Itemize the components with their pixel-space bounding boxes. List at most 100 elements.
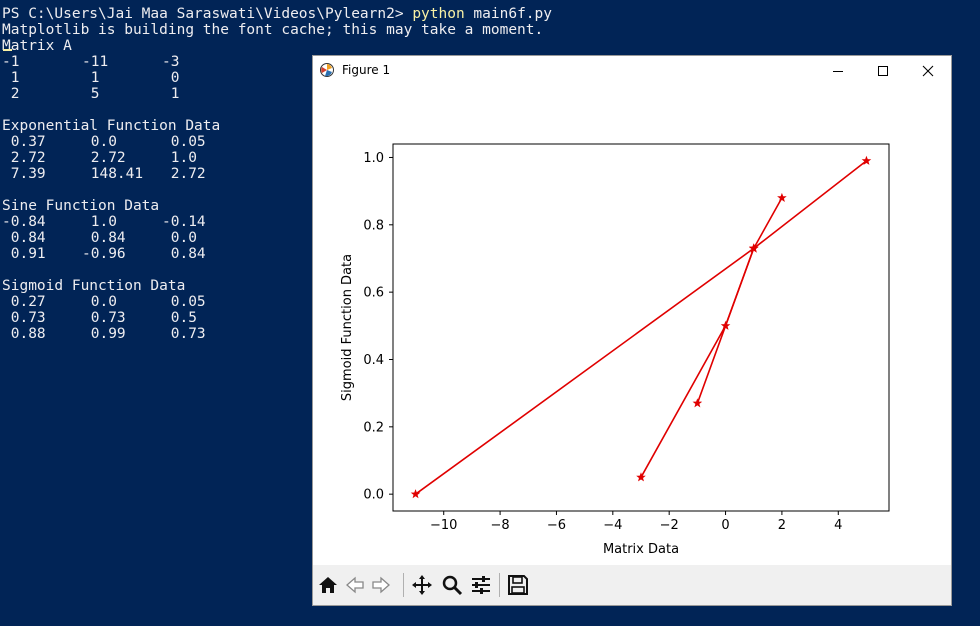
toolbar-separator	[403, 573, 404, 597]
matrix-a-cell: 0	[162, 70, 180, 86]
home-icon	[319, 577, 337, 593]
data-point-star	[720, 320, 731, 330]
sigmoid-row: 0.88 0.99 0.73	[0, 326, 980, 342]
x-tick-label: 4	[834, 518, 842, 533]
matrix-a-row: 1 1 0	[0, 70, 980, 86]
sigmoid-cell: 0.73	[162, 326, 206, 342]
y-tick-label: 0.0	[363, 488, 384, 503]
exp-cell: 0.0	[82, 134, 117, 150]
exp-row: 0.37 0.0 0.05	[0, 134, 980, 150]
command-arg-text: main6f.py	[464, 6, 553, 22]
y-tick-label: 0.4	[363, 353, 384, 368]
exp-cell: 2.72	[82, 150, 126, 166]
sine-cell: 0.84	[82, 230, 126, 246]
minimize-button[interactable]	[815, 56, 861, 85]
save-icon	[508, 575, 528, 595]
data-point-star	[748, 243, 759, 253]
close-button[interactable]	[905, 56, 951, 85]
sine-cell: 0.84	[162, 246, 206, 262]
sine-cell: -0.84	[2, 214, 46, 230]
x-tick-label: −10	[430, 518, 457, 533]
y-axis-label: Sigmoid Function Data	[340, 254, 355, 401]
navigation-toolbar	[313, 565, 951, 605]
data-point-star	[636, 472, 646, 482]
configure-button[interactable]	[469, 573, 493, 597]
sigmoid-cell: 0.0	[82, 294, 117, 310]
data-point-star	[777, 192, 787, 202]
x-tick-label: −2	[660, 518, 679, 533]
toolbar-separator	[499, 573, 500, 597]
save-button[interactable]	[506, 573, 530, 597]
sigmoid-cell: 0.27	[2, 294, 46, 310]
sine-title: Sine Function Data	[2, 198, 160, 214]
sigmoid-cell: 0.5	[162, 310, 197, 326]
sigmoid-title: Sigmoid Function Data	[2, 278, 186, 294]
matrix-a-cell: 2	[2, 86, 20, 102]
text-cursor	[3, 49, 12, 51]
sine-row: 0.91 -0.96 0.84	[0, 246, 980, 262]
exp-cell: 2.72	[162, 166, 206, 182]
y-tick-label: 0.2	[363, 420, 384, 435]
zoom-button[interactable]	[440, 573, 464, 597]
forward-button[interactable]	[369, 573, 393, 597]
exp-row: 2.72 2.72 1.0	[0, 150, 980, 166]
matrix-a-cell: -1	[2, 54, 20, 70]
home-button[interactable]	[316, 573, 340, 597]
exp-cell: 148.41	[82, 166, 144, 182]
plot-canvas[interactable]: −10 −8 −6 −4 −2 0 2 4 0.0 0.2 0.4 0.6 0.8 1.0 Matrix D…	[313, 85, 951, 565]
sine-cell: -0.96	[82, 246, 126, 262]
data-point-star	[692, 398, 703, 408]
matrix-a-row: -1 -11 -3	[0, 54, 980, 70]
exp-title: Exponential Function Data	[2, 118, 221, 134]
sine-cell: 0.91	[2, 246, 46, 262]
forward-icon	[372, 576, 390, 594]
sigmoid-cell: 0.88	[2, 326, 46, 342]
minimize-icon	[833, 70, 843, 72]
sine-cell: 0.0	[162, 230, 197, 246]
sine-cell: 0.84	[2, 230, 46, 246]
maximize-icon	[878, 65, 888, 76]
x-tick-label: −6	[547, 518, 566, 533]
matrix-a-cell: 1	[82, 70, 100, 86]
sigmoid-cell: 0.73	[82, 310, 126, 326]
exp-cell: 1.0	[162, 150, 197, 166]
exp-cell: 0.05	[162, 134, 206, 150]
prompt-text: PS C:\Users\Jai Maa Saraswati\Videos\Pyl…	[2, 6, 413, 22]
x-axis-label: Matrix Data	[603, 542, 679, 557]
exp-cell: 0.37	[2, 134, 46, 150]
sine-cell: 1.0	[82, 214, 117, 230]
figure-window[interactable]: Figure 1 −10 −8 −6 −4 −2 0 2 4 0.0 0.2 0.4 0.6 0.8 1.…	[312, 55, 952, 606]
matrix-a-row: 2 5 1	[0, 86, 980, 102]
pan-button[interactable]	[410, 573, 434, 597]
y-tick-label: 1.0	[363, 151, 384, 166]
y-tick-label: 0.8	[363, 218, 384, 233]
sigmoid-cell: 0.73	[2, 310, 46, 326]
matplotlib-icon	[319, 62, 335, 78]
x-tick-label: 0	[721, 518, 729, 533]
back-button[interactable]	[343, 573, 367, 597]
figure-title: Figure 1	[342, 63, 391, 77]
figure-titlebar[interactable]: Figure 1	[313, 56, 951, 85]
zoom-icon	[442, 575, 463, 596]
x-tick-label: −4	[603, 518, 622, 533]
maximize-button[interactable]	[860, 56, 906, 85]
sine-block: -0.84 1.0 -0.14 0.84 0.84 0.0 0.91 -0.96 0…	[0, 214, 980, 262]
matrix-a-cell: 5	[82, 86, 100, 102]
data-point-star	[861, 155, 872, 165]
matrix-a-cell: 1	[162, 86, 180, 102]
x-tick-label: −8	[491, 518, 510, 533]
sine-cell: -0.14	[162, 214, 206, 230]
sigmoid-cell: 0.99	[82, 326, 126, 342]
command-text: python	[412, 6, 465, 22]
x-tick-label: 2	[778, 518, 786, 533]
font-cache-message: Matplotlib is building the font cache; t…	[2, 22, 544, 38]
back-icon	[346, 576, 364, 594]
sigmoid-chart: −10 −8 −6 −4 −2 0 2 4 0.0 0.2 0.4 0.6 0.8 1.0 Matrix D…	[340, 143, 890, 557]
sine-row: -0.84 1.0 -0.14	[0, 214, 980, 230]
sigmoid-cell: 0.05	[162, 294, 206, 310]
exp-cell: 2.72	[2, 150, 46, 166]
matrix-a-block: -1 -11 -3 1 1 0 2 5 1	[0, 54, 980, 102]
sigmoid-row: 0.73 0.73 0.5	[0, 310, 980, 326]
matrix-a-cell: -3	[162, 54, 180, 70]
matrix-a-cell: -11	[82, 54, 109, 70]
